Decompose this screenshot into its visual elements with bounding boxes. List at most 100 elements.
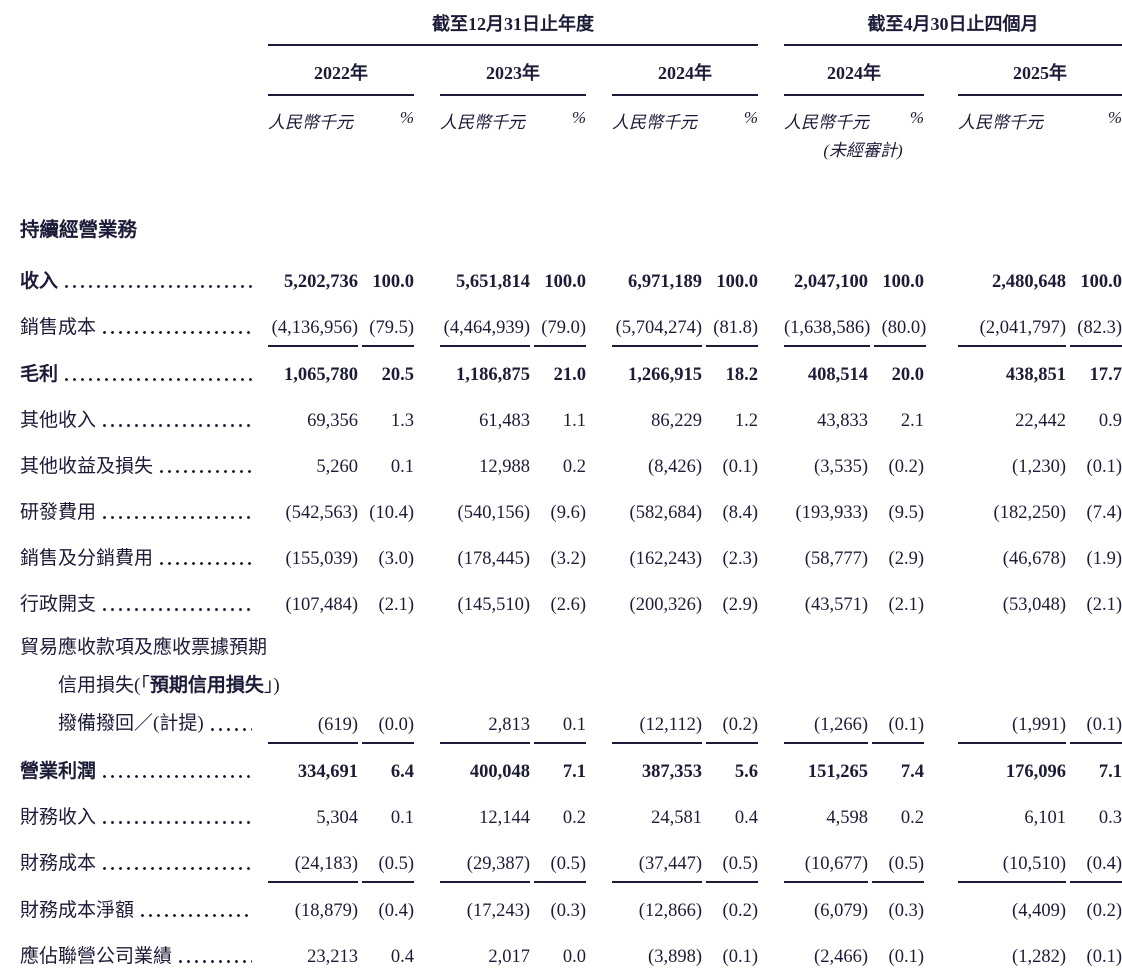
table-row: 財務成本淨額 (18,879) (0.4) (17,243) (0.3) (12,866)… [20,895,1122,922]
column-group-5: 2,480,648 100.0 [958,272,1122,293]
dot-leader [65,378,252,381]
column-group-5: 176,096 7.1 [958,762,1122,783]
table-row: 應佔聯營公司業績 23,213 0.4 2,017 0.0 (3,898) (0.1) (2,… [20,941,1122,969]
dot-leader [65,285,252,288]
column-group-3: (162,243) (2.3) [612,549,758,570]
cell-amount: 2,480,648 [992,272,1066,292]
cell-amount: (1,230) [1012,457,1066,477]
cell-amount: (582,684) [629,503,702,523]
column-group-1: (18,879) (0.4) [268,901,414,922]
column-group-5: 22,442 0.9 [958,411,1122,432]
column-group-3: (12,112) (0.2) [612,715,758,744]
section-title-continuing-operations: 持續經營業務 [20,220,138,241]
cell-amount: (6,079) [814,901,868,921]
cell-amount: (1,266) [784,715,868,744]
year-header-2022: 2022年 [268,59,414,96]
dot-leader [179,960,252,963]
year-header-2023: 2023年 [440,59,586,96]
row-label: 銷售及分銷費用 [20,543,262,570]
cell-amount: 5,651,814 [456,272,530,292]
row-label-text: 其他收益及損失 [20,456,154,477]
cell-percent: (0.1) [872,947,924,969]
column-group-1: (4,136,956) (79.5) [268,318,414,347]
cell-percent: 20.0 [891,365,924,385]
unit-header-group-1: 人民幣千元 % [268,108,414,133]
cell-amount: 12,144 [479,808,530,828]
cell-amount: 408,514 [807,365,868,385]
cell-amount: 23,213 [268,947,358,969]
table-header-periods: 截至12月31日止年度 截至4月30日止四個月 [20,10,1122,46]
table-row: 營業利潤 334,691 6.4 400,048 7.1 387,353 5.6 151,26… [20,756,1122,783]
row-label: 其他收入 [20,405,262,432]
cell-amount: 334,691 [297,762,358,782]
cell-amount: 61,483 [479,411,530,431]
column-group-4: (10,677) (0.5) [784,854,924,883]
row-label: 其他收益及損失 [20,451,262,478]
percent-label: % [909,108,924,127]
row-label-text: 財務成本淨額 [20,900,135,921]
cell-percent: (79.0) [534,318,586,347]
cell-amount: (193,933) [795,503,868,523]
column-group-5: (46,678) (1.9) [958,549,1122,570]
cell-percent: (0.0) [362,715,414,744]
cell-percent: (2.6) [550,595,586,615]
cell-percent: (2.1) [1086,595,1122,615]
row-label-text: 撥備撥回／(計提) [58,713,204,734]
cell-amount: (1,638,586) [784,318,871,347]
dot-leader [103,821,252,824]
cell-percent: 100.0 [1080,272,1122,292]
column-group-3: 387,353 5.6 [612,762,758,783]
column-group-5: (10,510) (0.4) [958,854,1122,883]
table-row: 銷售成本 (4,136,956) (79.5) (4,464,939) (79.0) (5… [20,312,1122,347]
column-group-2: 1,186,875 21.0 [440,365,586,386]
cell-amount: (542,563) [285,503,358,523]
cell-amount: (178,445) [457,549,530,569]
cell-amount: 438,851 [1005,365,1066,385]
cell-percent: (0.5) [706,854,758,883]
cell-percent: (9.5) [888,503,924,523]
cell-percent: (0.1) [706,947,758,969]
cell-percent: (2.1) [378,595,414,615]
column-group-1: (542,563) (10.4) [268,503,414,524]
cell-percent: (0.1) [722,457,758,477]
column-group-2: 2,017 0.0 [440,947,586,969]
cell-amount: 69,356 [307,411,358,431]
table-header-unaudited: (未經審計) [20,136,1122,161]
cell-percent: 17.7 [1089,365,1122,385]
column-group-3: (37,447) (0.5) [612,854,758,883]
cell-amount: 2,047,100 [794,272,868,292]
year-header-2024-4m: 2024年 [784,59,924,96]
row-label-line: 撥備撥回／(計提) [20,711,262,736]
cell-amount: (4,464,939) [440,318,530,347]
cell-amount: (17,243) [466,901,530,921]
cell-percent: 0.0 [534,947,586,969]
cell-percent: 1.3 [390,411,414,431]
cell-amount: 1,186,875 [456,365,530,385]
cell-percent: 100.0 [716,272,758,292]
dot-leader [141,914,252,917]
column-group-4: 2,047,100 100.0 [784,272,924,293]
percent-label: % [571,108,586,127]
unit-header-group-5: 人民幣千元 % [958,108,1122,133]
cell-amount: (162,243) [629,549,702,569]
cell-percent: (80.0) [874,318,927,347]
cell-percent: 21.0 [553,365,586,385]
unit-header-group-4: 人民幣千元 % [784,108,924,133]
cell-percent: 0.4 [362,947,414,969]
dot-leader [103,331,252,334]
table-row: 行政開支 (107,484) (2.1) (145,510) (2.6) (200,326… [20,589,1122,616]
cell-amount: (155,039) [285,549,358,569]
percent-label: % [743,108,758,127]
column-group-5: 6,101 0.3 [958,808,1122,829]
cell-percent: 100.0 [544,272,586,292]
cell-amount: (2,041,797) [958,318,1066,347]
column-group-4: (43,571) (2.1) [784,595,924,616]
cell-amount: (619) [268,715,358,744]
column-group-4: 408,514 20.0 [784,365,924,386]
cell-amount: (10,510) [958,854,1066,883]
cell-percent: (0.4) [1070,854,1122,883]
row-label-text: 信用損失(「 [58,675,150,696]
cell-amount: 24,581 [651,808,702,828]
column-group-2: (17,243) (0.3) [440,901,586,922]
row-label: 財務成本淨額 [20,895,262,922]
